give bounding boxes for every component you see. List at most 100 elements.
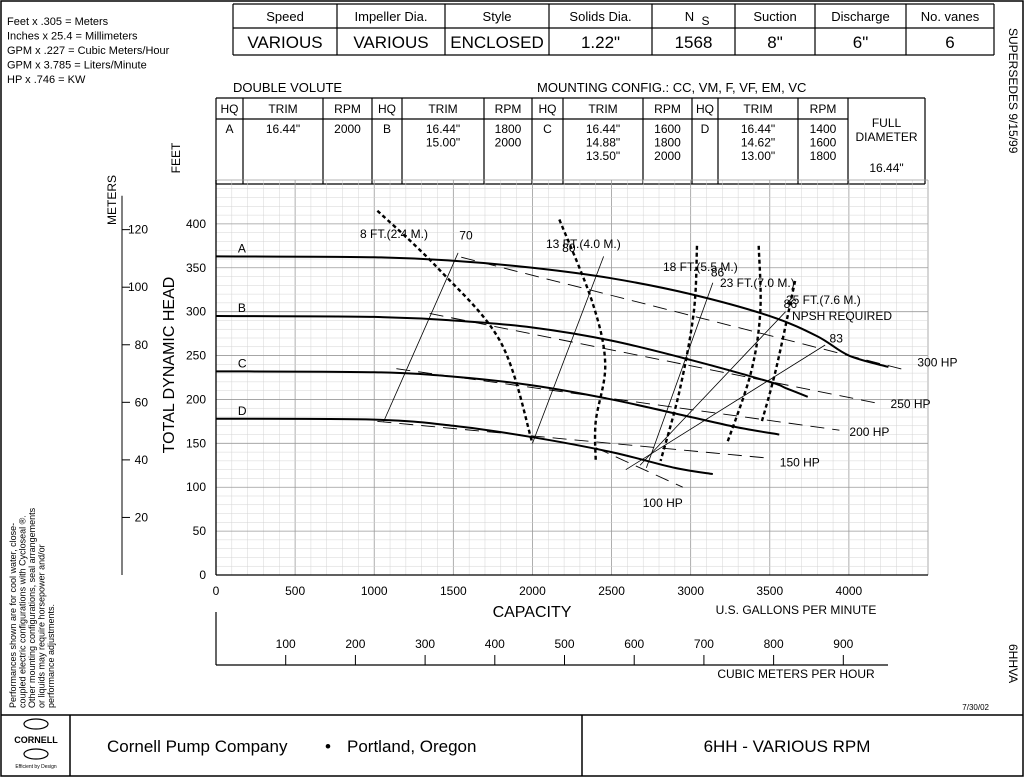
trim-rpm: 1600 [654, 122, 681, 136]
trim-diameter: 13.00" [741, 149, 775, 163]
y-tick-label: 300 [186, 305, 206, 319]
performance-note-line: Other mounting configurations, seal arra… [27, 507, 37, 708]
trim-diameter: 16.44" [586, 122, 620, 136]
head-curve [215, 370, 780, 436]
head-curve [215, 315, 809, 398]
horsepower-label: 150 HP [780, 455, 820, 469]
trim-header-rpm: RPM [334, 102, 361, 116]
full-diameter-label: DIAMETER [855, 130, 917, 144]
trim-rpm: 2000 [654, 149, 681, 163]
m3h-tick-label: 700 [694, 637, 714, 651]
spec-value: 1568 [675, 33, 713, 52]
performance-note-line: coupled electric configurations with Cyc… [18, 515, 28, 708]
y-tick-label: 0 [199, 568, 206, 582]
y-axis-title: TOTAL DYNAMIC HEAD [161, 277, 178, 454]
x-axis-unit: U.S. GALLONS PER MINUTE [716, 603, 877, 617]
trim-diameter: 13.50" [586, 149, 620, 163]
m3h-tick-label: 800 [764, 637, 784, 651]
spec-label: Style [483, 9, 512, 24]
head-curve-label: C [238, 356, 247, 370]
y-tick-label: 150 [186, 436, 206, 450]
efficiency-line [645, 282, 714, 469]
trim-hq-letter: C [543, 122, 552, 136]
conversion-line: Feet x .305 = Meters [7, 16, 109, 28]
trim-header-rpm: RPM [654, 102, 681, 116]
npsh-curve [725, 245, 762, 444]
efficiency-label: 70 [459, 229, 473, 243]
meters-tick-label: 40 [135, 453, 149, 467]
trim-diameter: 14.62" [741, 136, 775, 150]
m3h-tick-label: 200 [345, 637, 365, 651]
trim-header-trim: TRIM [428, 102, 457, 116]
x-tick-label: 2500 [598, 584, 625, 598]
head-curve-label: D [238, 404, 247, 418]
efficiency-line [383, 252, 459, 422]
x-tick-label: 0 [213, 584, 220, 598]
meters-tick-label: 60 [135, 395, 149, 409]
trim-header-trim: TRIM [268, 102, 297, 116]
trim-diameter: 14.88" [586, 136, 620, 150]
trim-diameter: 15.00" [426, 136, 460, 150]
trim-rpm: 1800 [810, 149, 837, 163]
trim-diameter: 16.44" [741, 122, 775, 136]
y-tick-label: 50 [193, 524, 207, 538]
x-tick-label: 4000 [836, 584, 863, 598]
npsh-label: 13 FT.(4.0 M.) [546, 237, 621, 251]
conversion-line: Inches x 25.4 = Millimeters [7, 31, 138, 43]
horsepower-label: 300 HP [917, 355, 957, 369]
spec-label: Speed [266, 9, 304, 24]
efficiency-line [639, 311, 786, 466]
spec-value: 8" [767, 33, 783, 52]
full-diameter-label: FULL [872, 116, 902, 130]
trim-header-hq: HQ [378, 102, 396, 116]
head-curve-label: A [238, 241, 246, 255]
trim-header-rpm: RPM [495, 102, 522, 116]
meters-tick-label: 20 [135, 510, 149, 524]
company-location: Portland, Oregon [347, 737, 476, 756]
meters-axis-title: METERS [105, 175, 119, 225]
trim-hq-letter: B [383, 122, 391, 136]
spec-label: Discharge [831, 9, 890, 24]
spec-label: Suction [753, 9, 796, 24]
head-curve [215, 255, 889, 368]
spec-label: Solids Dia. [569, 9, 631, 24]
y-tick-label: 200 [186, 392, 206, 406]
horsepower-label: 250 HP [891, 397, 931, 411]
cornell-logo: CORNELL Efficient by Design [14, 718, 58, 770]
trim-rpm: 1800 [654, 136, 681, 150]
efficiency-line [532, 256, 605, 444]
performance-note-line: performance adjustments. [46, 604, 56, 708]
date-code: 7/30/02 [962, 703, 989, 712]
trim-header-rpm: RPM [810, 102, 837, 116]
head-curve [215, 417, 713, 476]
full-diameter-value: 16.44" [869, 161, 903, 175]
m3h-tick-label: 300 [415, 637, 435, 651]
m3h-tick-label: 500 [554, 637, 574, 651]
conversion-line: GPM x .227 = Cubic Meters/Hour [7, 45, 170, 57]
trim-hq-letter: D [701, 122, 710, 136]
efficiency-label: 86 [711, 266, 725, 280]
x-tick-label: 3000 [677, 584, 704, 598]
trim-header-trim: TRIM [743, 102, 772, 116]
npsh-curve [558, 219, 607, 461]
conversion-line: GPM x 3.785 = Liters/Minute [7, 60, 147, 72]
spec-value: VARIOUS [247, 33, 322, 52]
x-tick-label: 1000 [361, 584, 388, 598]
horsepower-line [595, 447, 683, 488]
trim-diameter: 16.44" [266, 122, 300, 136]
supersedes-note: SUPERSEDES 9/15/99 [1006, 28, 1020, 154]
logo-tagline: Efficient by Design [15, 764, 57, 770]
m3h-tick-label: 400 [485, 637, 505, 651]
m3h-tick-label: 600 [624, 637, 644, 651]
footer-bullet: • [325, 737, 331, 756]
horsepower-label: 200 HP [849, 425, 889, 439]
trim-rpm: 1800 [495, 122, 522, 136]
meters-tick-label: 80 [135, 338, 149, 352]
npsh-label: 25 FT.(7.6 M.) [786, 293, 861, 307]
spec-value: ENCLOSED [450, 33, 544, 52]
chart-model-title: 6HH - VARIOUS RPM [704, 737, 871, 756]
trim-rpm: 2000 [495, 136, 522, 150]
